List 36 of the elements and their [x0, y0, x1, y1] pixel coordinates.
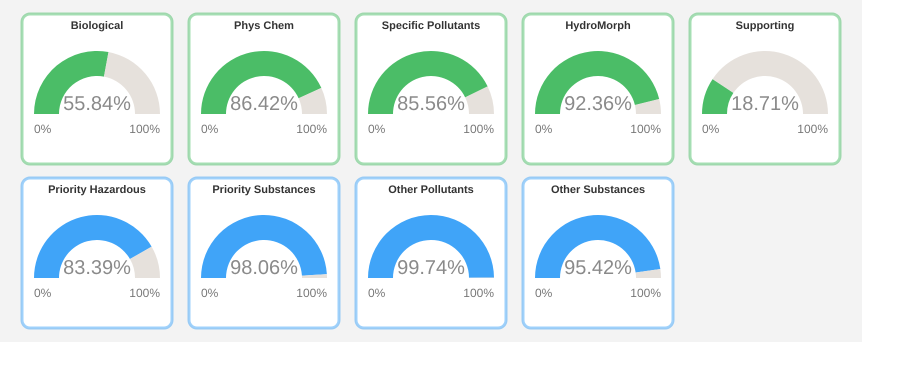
chart-title: Phys Chem [234, 20, 294, 32]
text: 95.42% [564, 257, 632, 279]
text: 83.39% [63, 257, 132, 279]
chart-title: Specific Pollutants [382, 20, 480, 32]
text: 100% [463, 286, 494, 300]
text: 100% [797, 122, 828, 136]
text: 100% [296, 286, 328, 300]
text: 0% [34, 122, 52, 136]
text: 100% [129, 122, 160, 136]
text: 0% [535, 122, 553, 136]
chart-title: Other Pollutants [388, 184, 474, 196]
text: 98.06% [230, 257, 298, 279]
chart-title: Other Substances [550, 184, 646, 196]
text: 0% [201, 286, 219, 300]
text: 100% [630, 286, 662, 300]
text: 85.56% [397, 93, 466, 115]
text: 100% [630, 122, 662, 136]
chart-title: Priority Hazardous [48, 184, 146, 196]
text: 100% [296, 122, 328, 136]
text: 100% [129, 286, 160, 300]
text: 92.36% [564, 93, 632, 115]
chart-title: HydroMorph [565, 20, 631, 32]
text: 0% [368, 286, 386, 300]
text: 0% [535, 286, 553, 300]
text: 100% [463, 122, 494, 136]
text: 99.74% [397, 257, 466, 279]
text: 0% [368, 122, 386, 136]
text: 86.42% [230, 93, 298, 115]
text: 18.71% [731, 93, 800, 115]
text: 0% [702, 122, 720, 136]
text: 0% [201, 122, 219, 136]
text: 0% [34, 286, 52, 300]
chart-title: Supporting [736, 20, 794, 32]
chart-title: Priority Substances [212, 184, 316, 196]
chart-title: Biological [70, 20, 124, 32]
text: 55.84% [63, 93, 132, 115]
